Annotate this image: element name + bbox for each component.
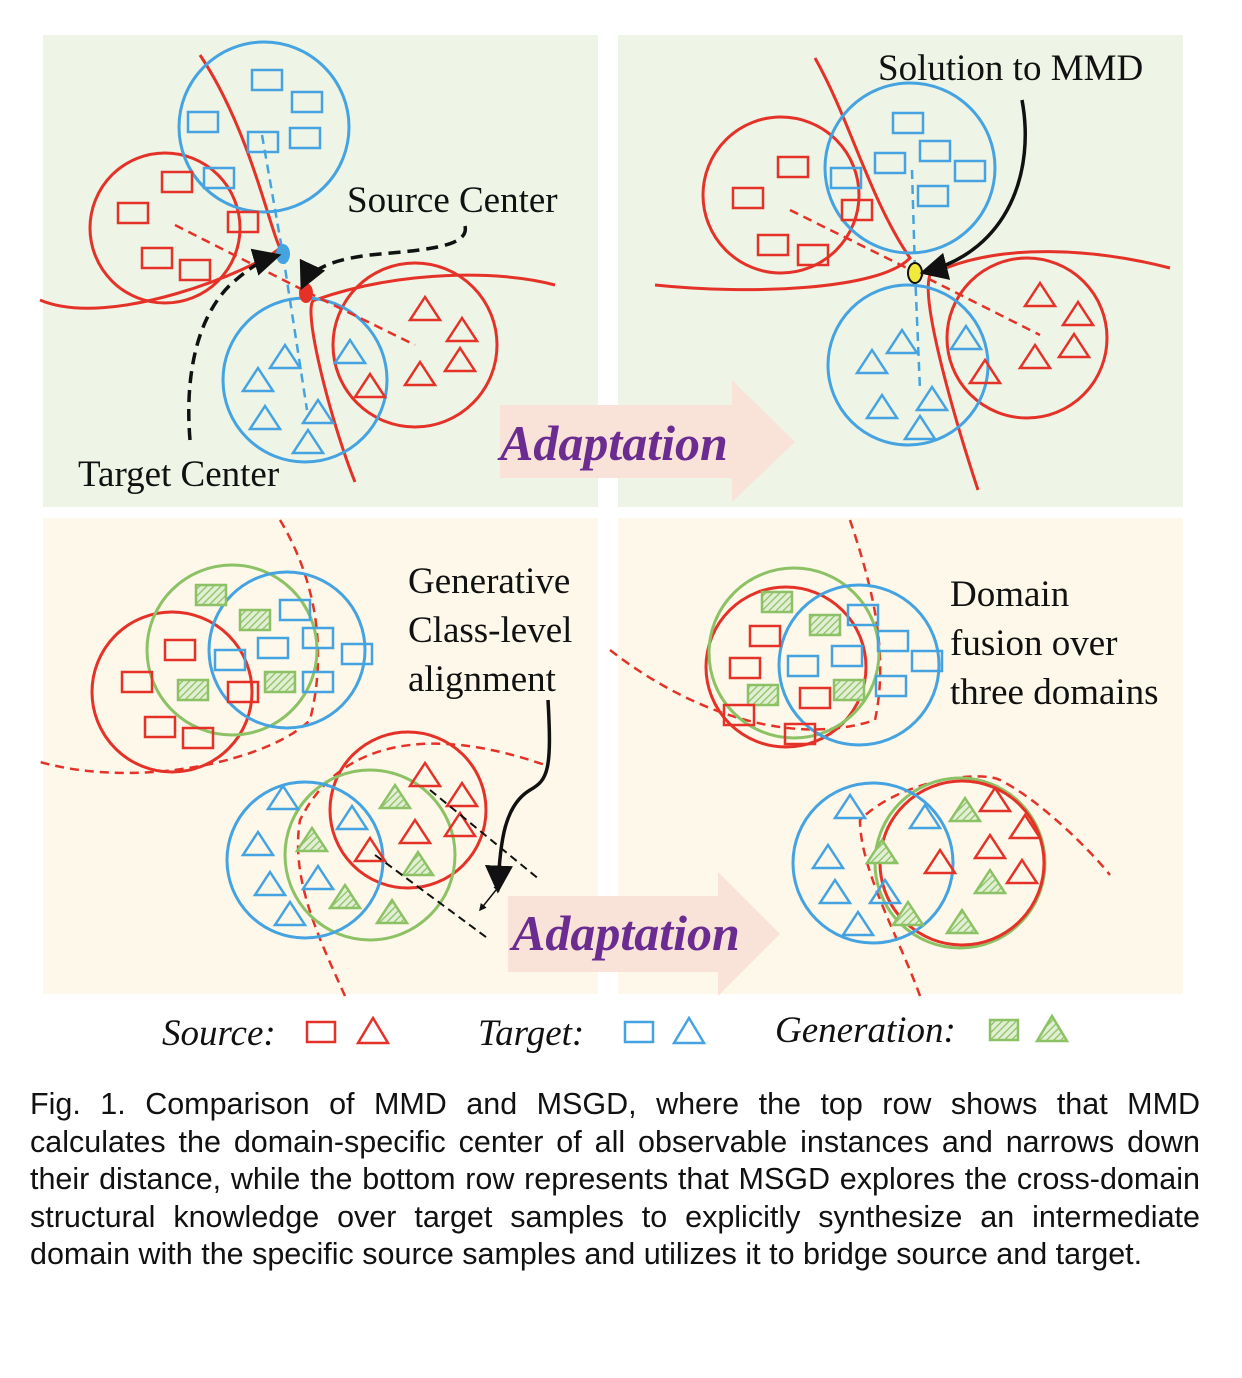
generative-label-line2: Class-level xyxy=(408,610,572,651)
solution-pointer xyxy=(919,99,1027,280)
solution-mmd-label: Solution to MMD xyxy=(878,48,1143,89)
adaptation-arrow-bottom xyxy=(508,872,780,996)
legend-generation-square xyxy=(988,1018,1020,1042)
target-center-point xyxy=(299,283,313,303)
fusion-label-line1: Domain xyxy=(950,574,1069,615)
fusion-label-line2: fusion over xyxy=(950,623,1118,664)
figure-caption: Fig. 1. Comparison of MMD and MSGD, wher… xyxy=(30,1087,1200,1271)
adaptation-label-bottom: Adaptation xyxy=(509,905,740,961)
comparison-figure: Source Center Target Center xyxy=(39,35,1183,1054)
target-center-pointer xyxy=(187,248,282,441)
solution-point xyxy=(907,262,923,284)
generative-label-line1: Generative xyxy=(408,561,570,602)
bottom-right-scene xyxy=(609,519,1111,997)
legend-generation-triangle xyxy=(1034,1013,1070,1043)
legend-source-square xyxy=(305,1020,337,1044)
adaptation-label-top: Adaptation xyxy=(497,415,728,471)
top-left-scene xyxy=(39,40,556,483)
generative-pointer xyxy=(484,699,552,894)
legend-target-label: Target: xyxy=(478,1013,584,1054)
top-right-scene xyxy=(654,57,1171,491)
legend-source-label: Source: xyxy=(162,1013,276,1054)
source-center-label: Source Center xyxy=(347,180,558,221)
target-center-label: Target Center xyxy=(78,454,279,495)
legend-target-square xyxy=(623,1020,655,1044)
source-center-point xyxy=(276,244,290,264)
legend-generation-label: Generation: xyxy=(775,1010,956,1051)
panel-bottom-left xyxy=(43,518,598,994)
generative-label-line3: alignment xyxy=(408,659,557,700)
source-center-pointer xyxy=(299,225,467,291)
legend: Source: Target: Generation: xyxy=(162,1010,1070,1054)
adaptation-arrow-top xyxy=(500,380,795,502)
legend-source-triangle xyxy=(355,1015,391,1045)
legend-target-triangle xyxy=(671,1015,707,1045)
fusion-label-line3: three domains xyxy=(950,672,1159,713)
bottom-left-scene xyxy=(39,519,552,997)
